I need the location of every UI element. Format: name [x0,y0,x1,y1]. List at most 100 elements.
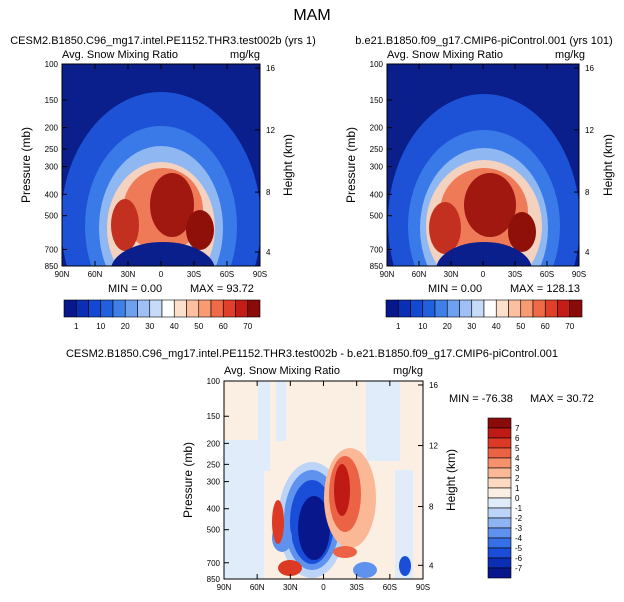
colorbar-label: 0 [515,494,520,503]
colorbar-label: -6 [515,554,523,563]
colorbar-label: -3 [515,524,523,533]
colorbar-swatch [459,299,473,318]
panel-a-max-west [111,199,139,251]
colorbar-swatch [173,299,187,318]
y-tick-label: 850 [45,262,59,271]
colorbar-swatch [446,299,460,318]
panel-a: CESM2.B1850.C96_mg17.intel.PE1152.THR3.t… [10,35,316,331]
panel-c-ylabel-right: Height (km) [444,449,458,511]
panel-c-x-ticks: 90N 60N 30N 0 30S 60S 90S [217,381,430,592]
panel-b-title: b.e21.B1850.f09_g17.CMIP6-piControl.001 … [355,35,612,47]
panel-a-x-ticks: 90N 60N 30N 0 30S 60S 90S [55,64,267,279]
panel-a-title: CESM2.B1850.C96_mg17.intel.PE1152.THR3.t… [10,35,316,47]
colorbar-swatch [161,299,175,318]
colorbar-swatch [487,497,512,509]
y-tick-label-right: 8 [266,188,271,197]
panel-c: CESM2.B1850.C96_mg17.intel.PE1152.THR3.t… [66,348,594,592]
colorbar-swatch [487,477,512,489]
colorbar-label: 6 [515,434,520,443]
colorbar-swatch [487,487,512,499]
colorbar-swatch [487,567,512,579]
y-tick-label-right: 8 [429,503,434,512]
colorbar-swatch [520,299,534,318]
x-tick-label: 90S [253,270,267,279]
x-tick-label: 30S [187,270,201,279]
x-tick-label: 30N [121,270,136,279]
colorbar-swatch [487,447,512,459]
colorbar-swatch [434,299,448,318]
colorbar-swatch [508,299,522,318]
y-tick-label: 200 [370,124,384,133]
y-tick-label: 400 [370,190,384,199]
colorbar-swatch [487,547,512,559]
x-tick-label: 90N [217,583,232,592]
y-tick-label-right: 4 [429,561,434,570]
x-tick-label: 30N [444,270,459,279]
panel-c-low-neg-west [224,440,264,579]
y-tick-label: 300 [45,163,59,172]
panel-c-pos-max [334,464,350,516]
colorbar-swatch [487,527,512,539]
panel-b-y-ticks-right: 16 12 8 4 [574,64,594,257]
colorbar-label: 40 [170,322,179,331]
x-tick-label: 60N [250,583,265,592]
colorbar-label: 5 [515,444,520,453]
y-tick-label: 100 [45,60,59,69]
colorbar-label: -7 [515,564,523,573]
colorbar-label: 60 [541,322,550,331]
x-tick-label: 60S [220,270,234,279]
y-tick-label-right: 8 [585,188,590,197]
colorbar-label: -4 [515,534,523,543]
panel-a-colorbar: 1 10 20 30 40 50 60 70 [63,299,261,331]
colorbar-label: 30 [467,322,476,331]
x-tick-label: 60S [540,270,554,279]
x-tick-label: 60N [88,270,103,279]
panel-a-ylabel: Pressure (mb) [19,127,33,203]
colorbar-swatch [422,299,436,318]
y-tick-label: 400 [207,505,221,514]
panel-c-pos-surface-east [333,546,357,558]
colorbar-swatch [487,537,512,549]
colorbar-swatch [100,299,114,318]
y-tick-label: 500 [207,526,221,535]
colorbar-swatch [532,299,546,318]
colorbar-swatch [495,299,509,318]
colorbar-label: 70 [243,322,252,331]
panel-a-max-east [186,210,214,250]
y-tick-label: 500 [45,212,59,221]
y-tick-label: 300 [207,478,221,487]
y-tick-label: 250 [370,145,384,154]
colorbar-label: 1 [515,484,520,493]
colorbar-label: 2 [515,474,520,483]
x-tick-label: 30N [283,583,298,592]
colorbar-label: 30 [145,322,154,331]
panel-b-surface-low [436,242,532,266]
colorbar-label: 70 [565,322,574,331]
colorbar-swatch [471,299,485,318]
colorbar-label: 10 [418,322,427,331]
panel-c-pos-west [272,500,284,544]
y-tick-label-right: 12 [429,442,438,451]
panel-a-surface-low [111,242,215,266]
colorbar-label: -1 [515,504,523,513]
panel-b-ylabel-right: Height (km) [601,134,615,196]
colorbar-swatch [210,299,224,318]
y-tick-label: 100 [370,60,384,69]
colorbar-swatch [149,299,163,318]
x-tick-label: 0 [481,270,486,279]
colorbar-swatch [569,299,583,318]
panel-c-units: mg/kg [393,365,423,377]
x-tick-label: 60N [412,270,427,279]
panel-b-units: mg/kg [555,49,585,61]
panel-b-min: MIN = 0.00 [428,283,482,295]
colorbar-swatch [385,299,399,318]
y-tick-label-right: 16 [266,64,275,73]
y-tick-label: 250 [45,145,59,154]
colorbar-swatch [544,299,558,318]
y-tick-label: 700 [45,245,59,254]
panel-c-max: MAX = 30.72 [530,393,594,405]
colorbar-swatch [235,299,249,318]
y-tick-label: 700 [207,559,221,568]
panel-c-y-ticks-right: 16 12 8 4 [418,381,438,570]
